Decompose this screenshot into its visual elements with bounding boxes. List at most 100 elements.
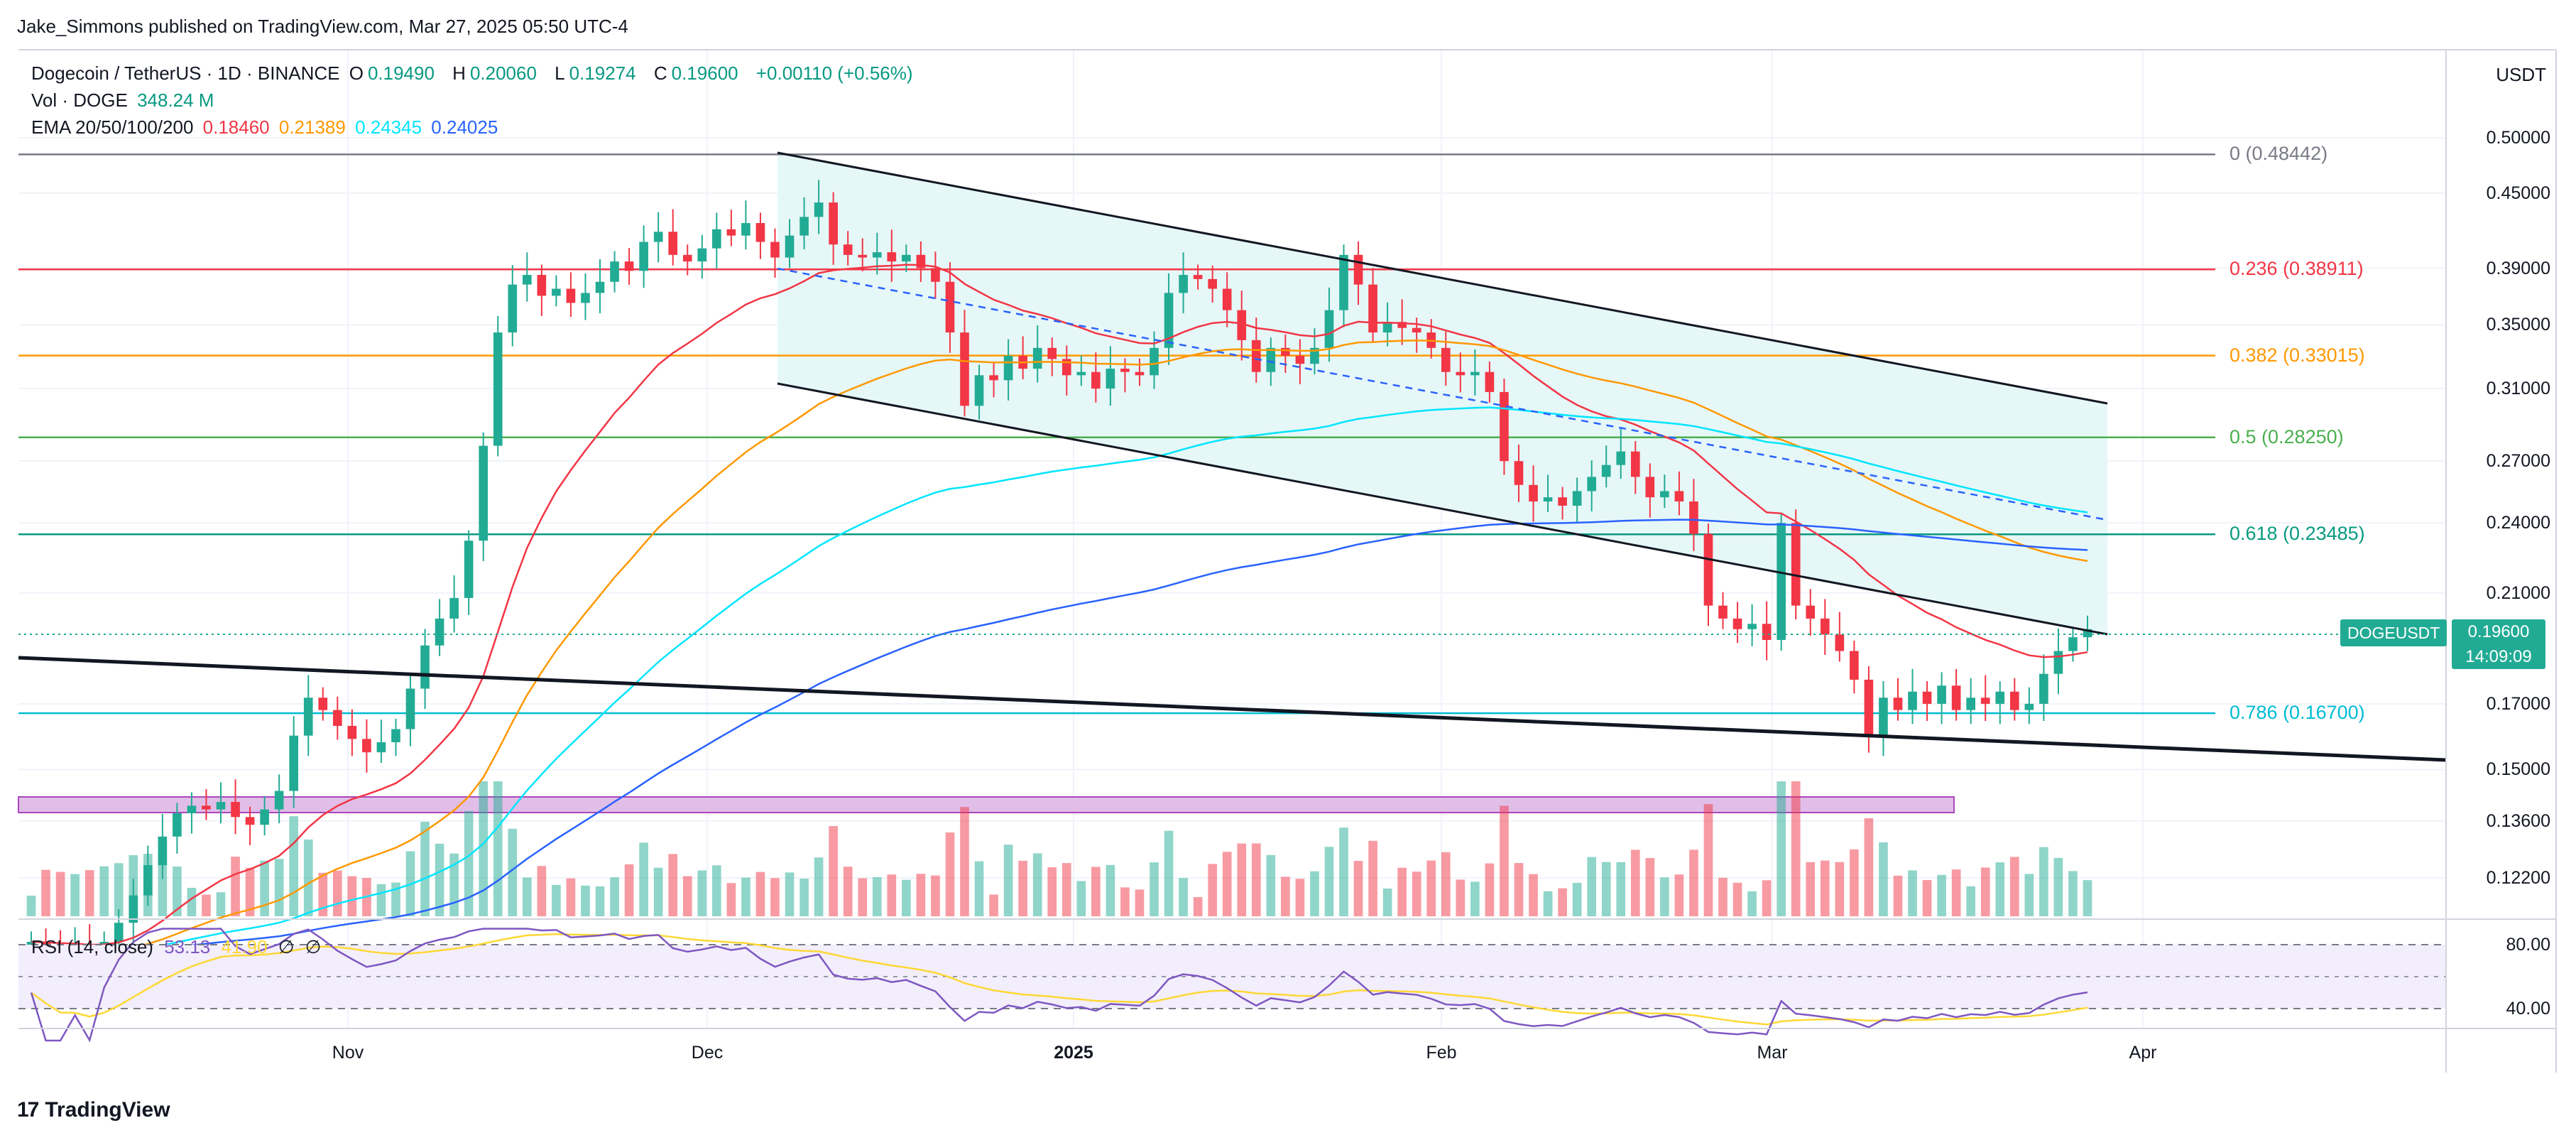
tv-logo-text: TradingView [45, 1098, 170, 1122]
volume-bar [552, 884, 561, 916]
candle-body [508, 284, 518, 333]
rsi-extra-2: ∅ [305, 936, 322, 957]
candle-body [1587, 477, 1596, 492]
volume-bar [1397, 867, 1407, 916]
candle-body [1470, 371, 1480, 376]
change-value: +0.00110 (+0.56%) [755, 63, 913, 84]
candle-body [1601, 465, 1611, 477]
candle-body [537, 275, 547, 296]
high-value: 0.20060 [469, 63, 537, 84]
candle-body [2009, 691, 2019, 710]
candle-body [653, 232, 663, 242]
price-tick-0: 0.50000 [2486, 128, 2550, 148]
channel-upper-line [777, 151, 2108, 405]
candle-body [1251, 340, 1261, 372]
volume-bar [376, 884, 386, 916]
volume-bar [464, 810, 474, 916]
candle-body [1543, 497, 1553, 502]
volume-bar [1164, 830, 1174, 916]
candle-body [974, 375, 984, 406]
candle-body [2024, 703, 2034, 710]
volume-bar [1703, 804, 1713, 916]
candle-body [799, 217, 809, 236]
volume-bar [1456, 879, 1466, 916]
volume-bar [1529, 874, 1538, 916]
volume-bar [726, 883, 736, 916]
ema20-line [31, 264, 2088, 946]
candle-body [843, 244, 853, 255]
volume-bar [274, 859, 284, 916]
candle-body [639, 241, 648, 271]
time-tick-5: Apr [2129, 1043, 2157, 1063]
candle-body [405, 688, 415, 729]
candle-body [1382, 322, 1392, 333]
candle-body [1922, 691, 1932, 704]
volume-bar [581, 885, 590, 916]
volume-bar [1266, 854, 1276, 916]
candle-body [2053, 651, 2063, 674]
volume-bar [420, 821, 430, 916]
volume-bar [945, 832, 955, 916]
volume-bar [931, 875, 940, 916]
volume-bar [1193, 896, 1203, 916]
price-axis-currency: USDT [2496, 64, 2546, 85]
candle-body [114, 923, 124, 943]
candle-body [712, 229, 721, 249]
time-tick-0: Nov [332, 1043, 364, 1063]
candle-body [610, 261, 619, 282]
ema100-value: 0.24345 [355, 116, 422, 138]
ema100-line [31, 406, 2088, 952]
candle-body [931, 268, 940, 282]
candle-body [1908, 691, 1917, 710]
tradingview-logo[interactable]: 17 TradingView [17, 1098, 170, 1122]
volume-bar [1791, 781, 1801, 916]
candle-body [1806, 605, 1816, 619]
fib-label-3: 0.5 (0.28250) [2230, 425, 2344, 447]
volume-bar [2009, 857, 2019, 916]
candle-body [1456, 371, 1466, 376]
volume-bar [1616, 862, 1626, 916]
volume-bar [1382, 888, 1392, 916]
candle-body [1164, 293, 1174, 348]
candle-body [435, 618, 444, 646]
candle-body [1339, 254, 1348, 310]
candle-body [347, 725, 357, 739]
candle-body [1762, 624, 1772, 641]
rsi-extra-1: ∅ [278, 936, 295, 957]
volume-bar [187, 888, 197, 916]
volume-bar [799, 879, 809, 916]
price-tick-4: 0.31000 [2486, 379, 2550, 399]
ema200-value: 0.24025 [431, 116, 498, 138]
open-value: 0.19490 [367, 63, 435, 84]
volume-bar [332, 870, 342, 916]
rsi-ma-value: 41.90 [221, 936, 268, 957]
ema50-value: 0.21389 [278, 116, 346, 138]
symbol-legend: Dogecoin / TetherUS · 1D · BINANCE O 0.19… [31, 63, 917, 85]
volume-bar [1908, 870, 1917, 916]
volume-bar [785, 872, 795, 916]
candle-body [1193, 275, 1203, 279]
candle-body [449, 597, 459, 619]
candle-body [1747, 624, 1757, 629]
volume-bar [1630, 849, 1640, 916]
volume-bar [755, 872, 765, 916]
price-tick-2: 0.39000 [2486, 258, 2550, 278]
candle-body [624, 261, 634, 271]
candle-body [1150, 347, 1159, 376]
price-tick-8: 0.17000 [2486, 693, 2550, 714]
volume-bar [84, 870, 94, 916]
candle-body [2083, 629, 2092, 638]
volume-bar [1500, 805, 1509, 916]
last-price-value: 0.19600 [2467, 622, 2530, 641]
candle-body [1310, 347, 1319, 364]
candlesticks [26, 180, 2092, 972]
volume-bar [1003, 845, 1013, 916]
volume-label: Vol · DOGE [31, 89, 128, 111]
candle-body [362, 739, 371, 753]
candle-body [1777, 523, 1786, 641]
volume-bar [1674, 874, 1684, 916]
candle-body [1835, 634, 1845, 651]
volume-bar [1032, 853, 1042, 916]
volume-bar [41, 869, 50, 916]
